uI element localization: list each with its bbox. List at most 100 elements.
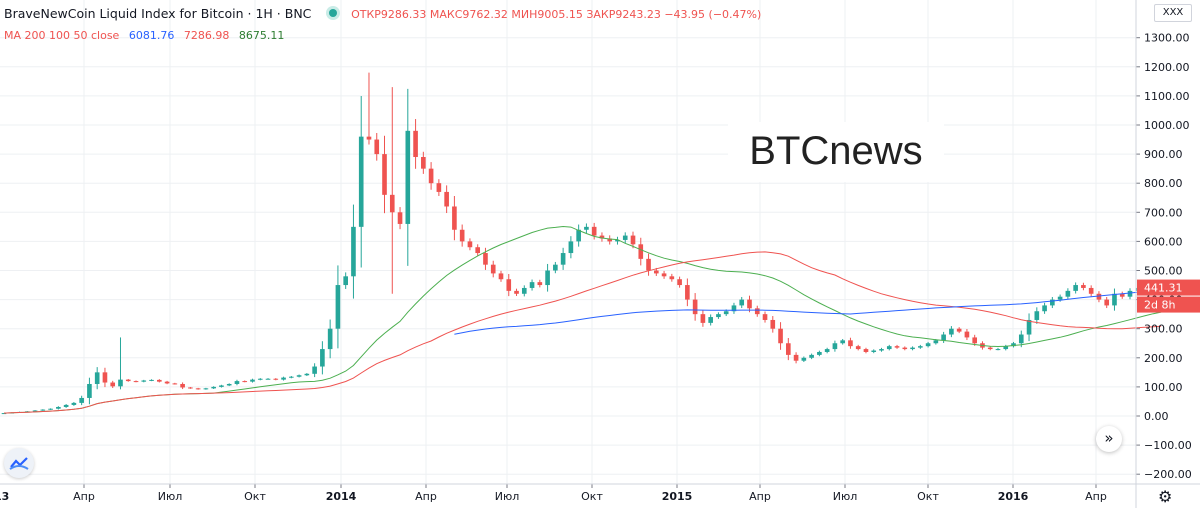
currency-button[interactable]: XXX (1154, 4, 1192, 22)
candle-body (793, 354, 799, 361)
candle-body (786, 343, 791, 355)
scroll-forward-icon[interactable]: » (1096, 426, 1122, 452)
candle-body (211, 386, 216, 389)
candle-body (770, 319, 776, 329)
candle-body (949, 328, 954, 335)
candle-body (801, 357, 807, 361)
x-tick-label: Апр (1085, 490, 1107, 503)
time-axis[interactable]: 2013 Апр Июл Окт 2014 Апр Июл Окт 2015 Апр Июл Окт 2… (0, 483, 1200, 503)
candle-body (1073, 285, 1078, 291)
candle-body (405, 130, 411, 224)
candle-body (848, 340, 853, 347)
x-tick-label: Апр (415, 490, 437, 503)
y-tick-label: 0.00 (1144, 410, 1169, 423)
candle-body (521, 287, 527, 294)
candle-body (421, 157, 426, 169)
candle-body (475, 247, 481, 254)
candles (1, 72, 1164, 415)
candle-body (545, 270, 550, 286)
candle-body (537, 282, 543, 286)
candle-body (203, 388, 209, 390)
y-tick-label: 800.00 (1144, 177, 1183, 190)
candle-body (576, 229, 581, 242)
candle-body (1104, 299, 1110, 306)
candle-body (1042, 305, 1047, 312)
candle-body (630, 235, 636, 245)
candle-body (739, 299, 745, 306)
candle-body (71, 402, 77, 405)
candle-body (172, 383, 178, 385)
candle-body (320, 349, 325, 367)
candle-body (584, 226, 589, 230)
countdown-label: 2d 8h (1144, 299, 1175, 312)
ma-legend[interactable]: MA 200 100 50 close 6081.76 7286.98 8675… (4, 29, 284, 42)
candle-body (397, 212, 403, 224)
price-axis[interactable]: 1300.00 1200.00 1100.00 1000.00 900.00 800.00… (1135, 0, 1192, 508)
x-tick-label: Июл (495, 490, 520, 503)
countdown-badge (1137, 296, 1200, 313)
candle-body (428, 168, 434, 184)
price-labels: 441.31 2d 8h (1137, 279, 1200, 313)
candle-body (871, 350, 877, 352)
candle-body (918, 346, 923, 348)
candle-body (591, 226, 597, 236)
candle-body (118, 379, 123, 387)
candle-body (1018, 334, 1024, 344)
candle-body (102, 372, 108, 383)
market-status-icon (329, 9, 338, 17)
ma-50-value: 8675.11 (238, 29, 285, 42)
y-tick-label: −100.00 (1144, 439, 1192, 452)
tradingview-logo-icon[interactable] (4, 448, 34, 478)
candle-body (669, 276, 675, 280)
candle-body (149, 379, 154, 381)
candle-body (723, 311, 729, 315)
candle-body (343, 276, 348, 286)
x-tick-label: 2015 (662, 490, 693, 503)
candle-body (351, 226, 356, 277)
candle-body (817, 351, 822, 355)
ma-legend-label: MA 200 100 50 close (4, 29, 120, 42)
symbol-title[interactable]: BraveNewCoin Liquid Index for Bitcoin · … (4, 6, 312, 21)
candle-body (1065, 290, 1071, 297)
candle-body (514, 290, 519, 294)
candle-body (995, 349, 1001, 351)
candle-body (1127, 290, 1133, 297)
candle-body (700, 314, 706, 323)
candle-body (389, 194, 395, 213)
candle-body (483, 253, 488, 265)
candle-body (824, 349, 830, 352)
candle-body (257, 378, 263, 380)
candle-body (358, 136, 364, 227)
candle-body (133, 381, 139, 383)
ma-200-line (454, 289, 1162, 335)
candle-body (708, 317, 713, 323)
candle-body (692, 299, 698, 315)
candle-body (79, 397, 84, 403)
candle-body (125, 379, 131, 382)
last-price-badge (1137, 279, 1200, 296)
candle-body (1026, 319, 1032, 335)
candle-body (599, 235, 605, 239)
candle-body (553, 264, 558, 271)
candle-body (754, 308, 760, 315)
candle-body (925, 343, 931, 347)
chart-header: BraveNewCoin Liquid Index for Bitcoin · … (4, 6, 761, 21)
candle-body (1003, 346, 1009, 350)
candle-body (459, 229, 465, 242)
candle-body (840, 340, 845, 344)
y-tick-label: 100.00 (1144, 381, 1183, 394)
candle-body (747, 299, 752, 309)
candle-body (941, 334, 946, 341)
gear-icon[interactable]: ⚙ (1158, 487, 1173, 506)
x-tick-label: Апр (749, 490, 771, 503)
x-tick-label: Окт (581, 490, 603, 503)
candle-body (677, 279, 682, 286)
candle-body (490, 264, 496, 274)
candle-body (195, 388, 201, 390)
candle-body (436, 183, 442, 192)
y-tick-label: 200.00 (1144, 352, 1183, 365)
candle-body (327, 328, 333, 350)
y-tick-label: 500.00 (1144, 265, 1183, 278)
